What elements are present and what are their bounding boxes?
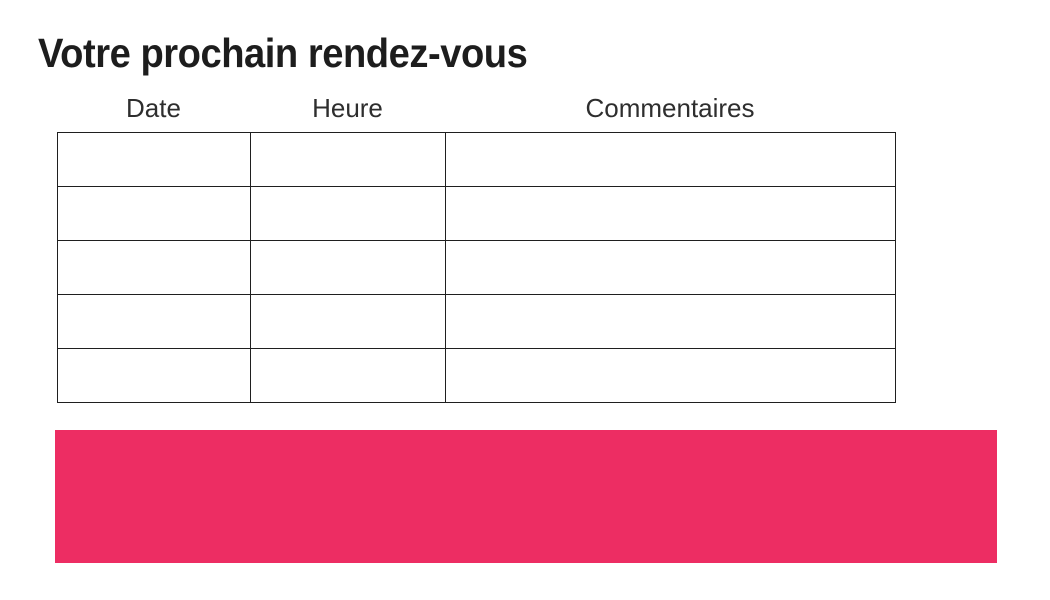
column-header-heure: Heure — [312, 93, 383, 123]
table-cell — [445, 240, 896, 295]
table-row — [57, 348, 896, 403]
table-cell — [250, 348, 446, 403]
table-cell — [250, 186, 446, 241]
accent-banner — [55, 430, 997, 563]
table-row — [57, 186, 896, 241]
table-row — [57, 294, 896, 349]
table-cell — [57, 186, 251, 241]
table-cell — [57, 132, 251, 187]
table-cell — [445, 348, 896, 403]
table-cell — [250, 240, 446, 295]
table-cell — [445, 132, 896, 187]
page-title: Votre prochain rendez-vous — [38, 30, 528, 76]
table-cell — [250, 294, 446, 349]
table-cell — [445, 186, 896, 241]
table-row — [57, 132, 896, 187]
table-row — [57, 240, 896, 295]
table-cell — [57, 294, 251, 349]
appointments-table — [57, 132, 896, 403]
table-header-row: Date Heure Commentaires — [57, 93, 895, 125]
table-cell — [250, 132, 446, 187]
table-cell — [445, 294, 896, 349]
column-header-date: Date — [126, 93, 181, 123]
table-cell — [57, 240, 251, 295]
column-header-commentaires: Commentaires — [585, 93, 755, 123]
table-cell — [57, 348, 251, 403]
